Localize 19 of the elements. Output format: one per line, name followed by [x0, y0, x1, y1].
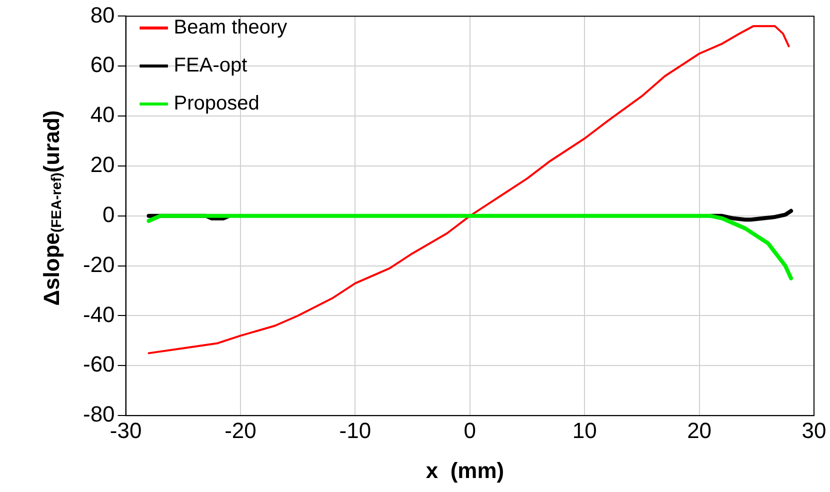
y-tick-label: -40 — [83, 302, 115, 327]
x-tick-label: 20 — [687, 418, 712, 443]
x-tick-label: 0 — [464, 418, 476, 443]
y-tick-label: 0 — [102, 202, 115, 227]
y-tick-label: -80 — [83, 402, 115, 427]
legend-label: Proposed — [174, 92, 260, 115]
legend-label: FEA-opt — [174, 54, 248, 77]
legend-label: Beam theory — [174, 16, 288, 39]
y-tick-label: 80 — [90, 2, 115, 28]
x-axis-title: x (mm) — [426, 458, 504, 484]
y-tick-label: 40 — [90, 102, 115, 128]
y-tick-label: 60 — [90, 52, 115, 78]
x-tick-label: -20 — [224, 418, 256, 443]
x-tick-label: -10 — [339, 418, 372, 443]
y-tick-label: -60 — [83, 352, 115, 377]
y-tick-label: 20 — [90, 152, 115, 178]
y-tick-label: -20 — [83, 252, 115, 277]
x-tick-label: 10 — [572, 418, 597, 443]
x-tick-label: 30 — [802, 418, 826, 443]
